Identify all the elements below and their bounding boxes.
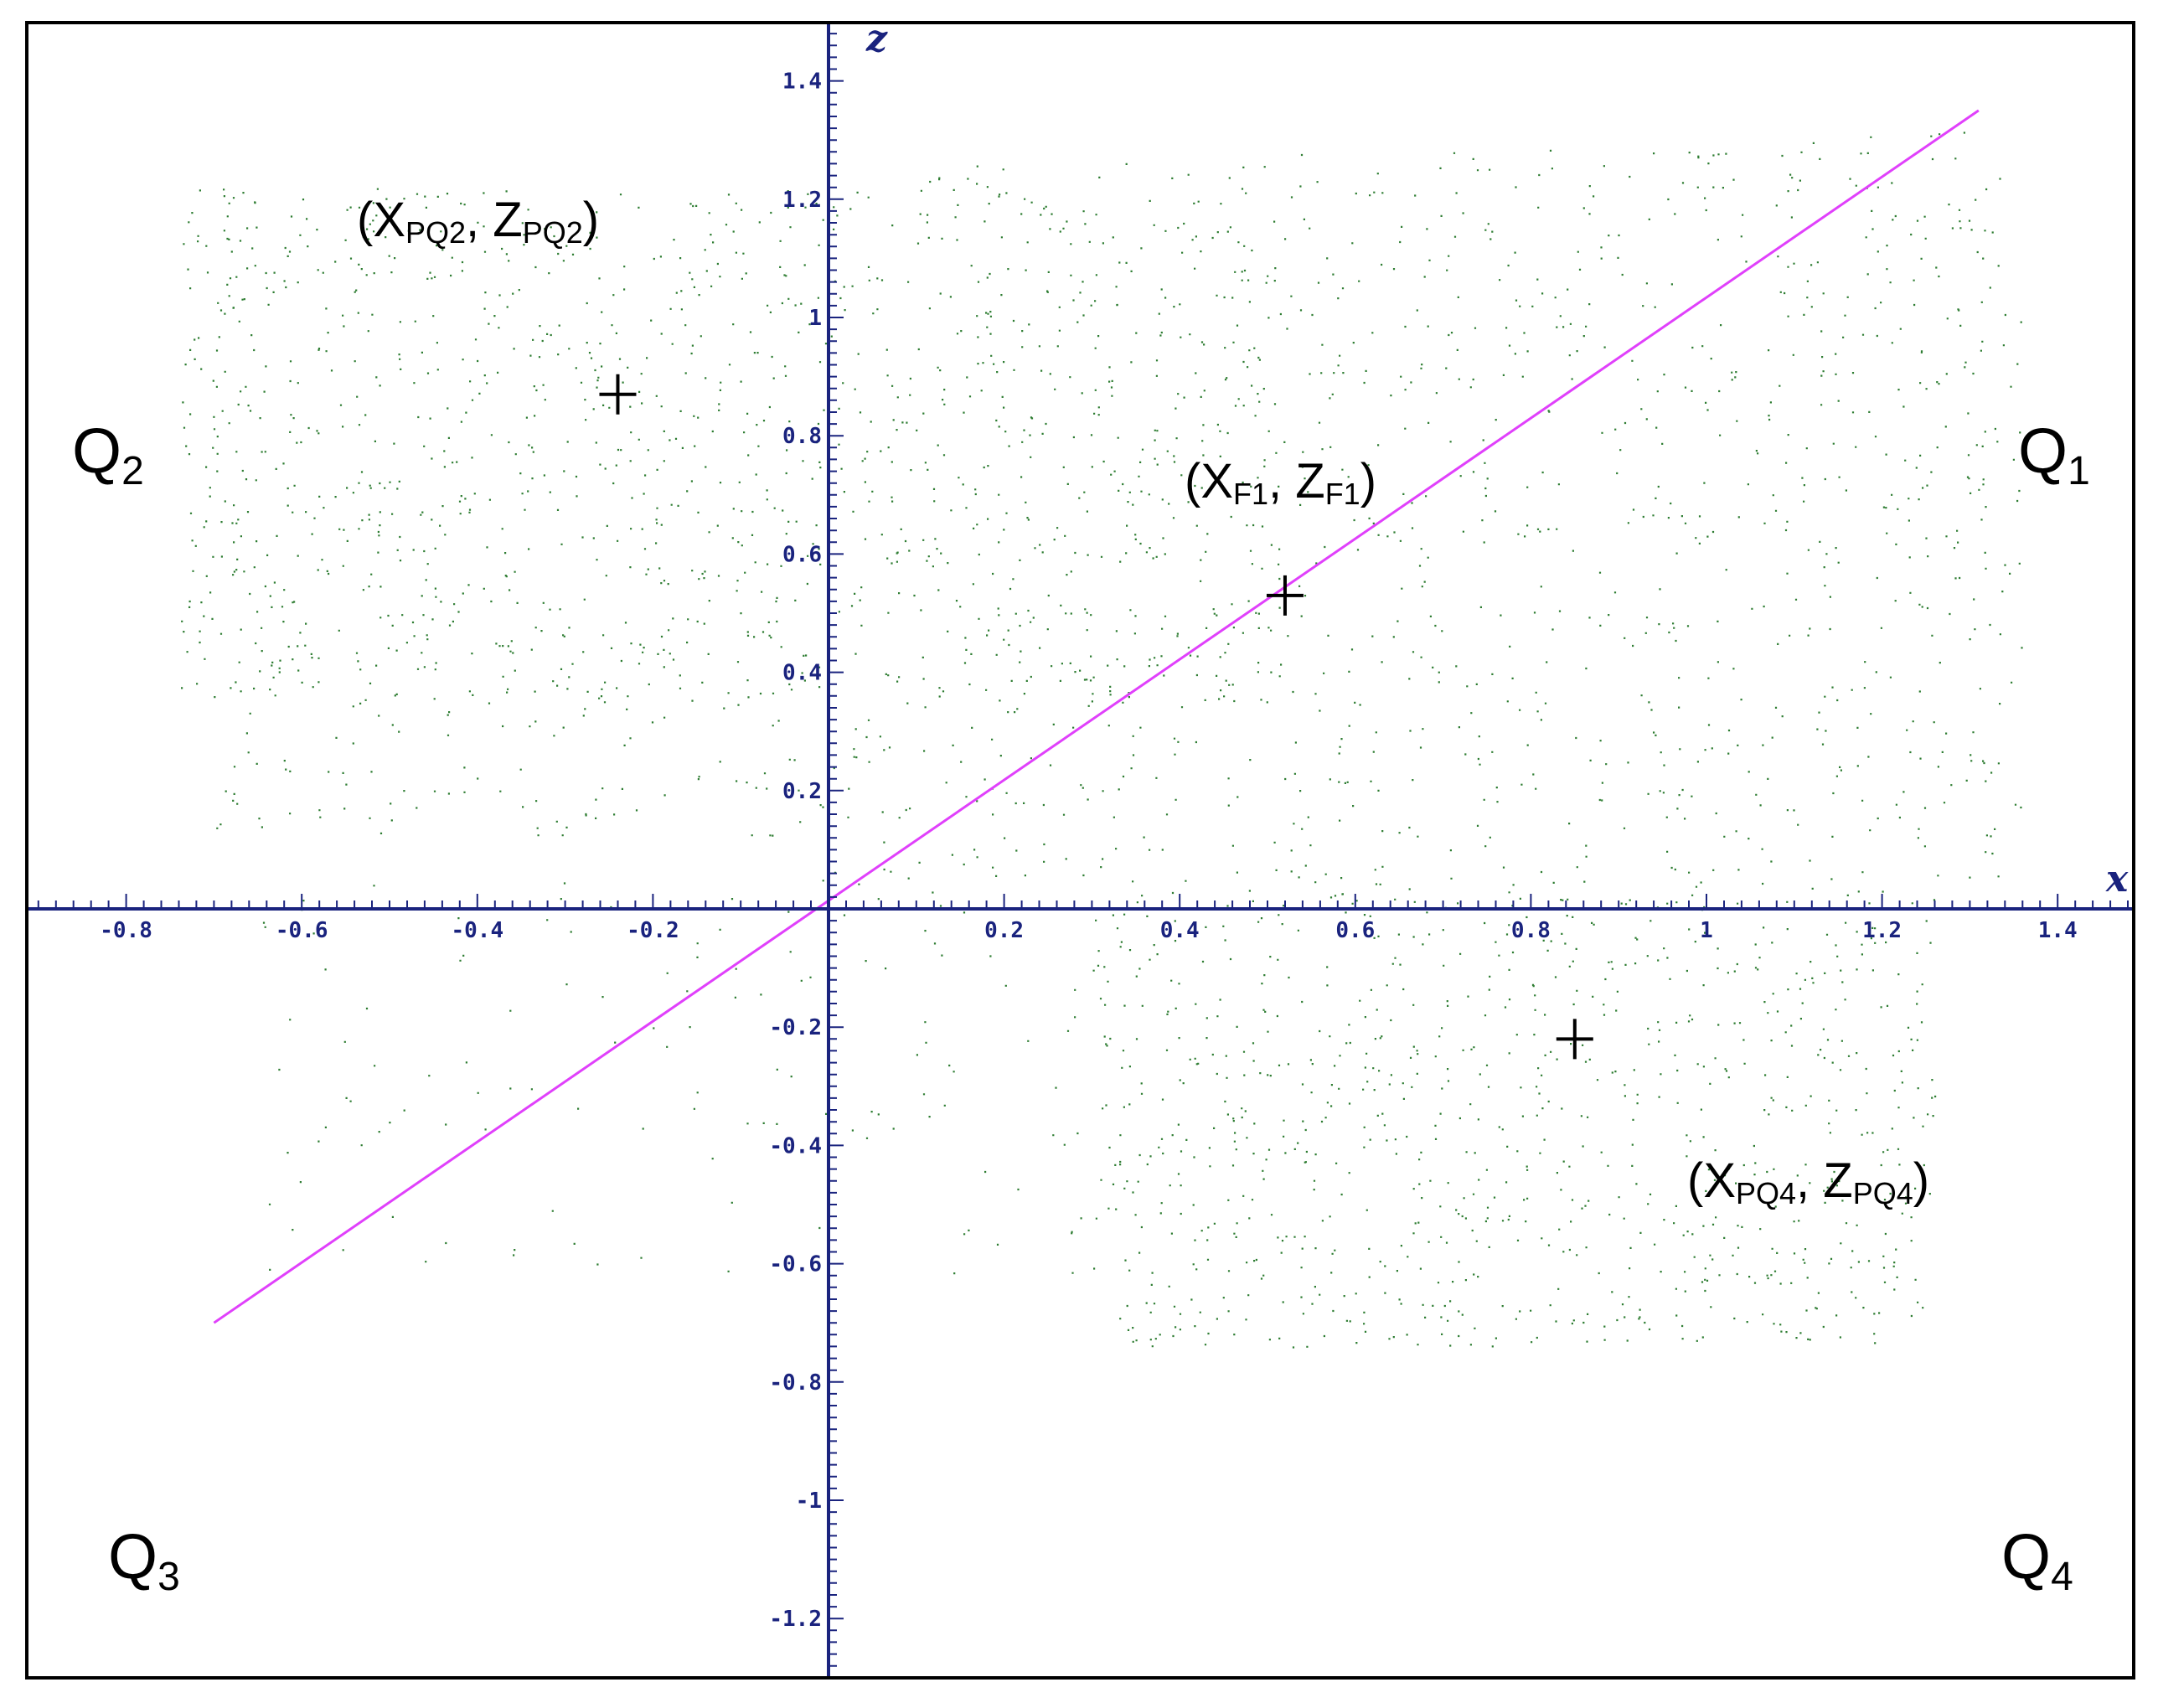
marker-f1 [1266, 575, 1304, 616]
x-tick-label: -0.8 [100, 918, 152, 943]
z-axis-label: z [865, 24, 888, 60]
z-tick-label: 1.2 [782, 188, 822, 213]
x-tick-label: 0.8 [1511, 918, 1551, 943]
quadrant-label-q2: Q2 [72, 415, 144, 493]
x-tick-label: 1 [1700, 918, 1713, 943]
x-tick-label: 0.4 [1160, 918, 1200, 943]
z-tick-label: -0.2 [769, 1015, 822, 1040]
z-tick-label: 0.2 [782, 779, 822, 804]
axes: -0.8 -0.6 -0.4 -0.2 0.2 0.4 0.6 0.8 1 1.2 1.4 1.4 1.… [28, 24, 2132, 1676]
z-tick-label: -1 [796, 1489, 822, 1514]
plot-frame: -0.8 -0.6 -0.4 -0.2 0.2 0.4 0.6 0.8 1 1.2 1.4 1.4 1.… [25, 21, 2135, 1680]
z-tick-label: -0.6 [769, 1252, 822, 1277]
annotation-f1: (XF1, ZF1) [1185, 454, 1376, 511]
z-tick-label: -0.4 [769, 1133, 822, 1158]
annotation-pq4: (XPQ4, ZPQ4) [1687, 1153, 1929, 1210]
scatter-plot: -0.8 -0.6 -0.4 -0.2 0.2 0.4 0.6 0.8 1 1.2 1.4 1.4 1.… [28, 24, 2132, 1676]
markers [599, 374, 1593, 1060]
z-tick-label: 1.4 [782, 70, 822, 95]
z-tick-label: 1 [808, 306, 822, 331]
quadrant-label-q3: Q3 [108, 1521, 180, 1599]
z-tick-label: 0.8 [782, 424, 822, 449]
x-tick-label: 0.2 [984, 918, 1024, 943]
marker-pq2 [599, 374, 637, 415]
quadrant-label-q1: Q1 [2018, 415, 2090, 493]
x-tick-label: -0.4 [451, 918, 503, 943]
axis-minor-ticks [37, 33, 2129, 1667]
diagonal-line [213, 109, 1980, 1324]
quadrant-label-q4: Q4 [2001, 1521, 2073, 1599]
marker-pq4 [1556, 1019, 1593, 1060]
x-tick-label: 0.6 [1335, 918, 1375, 943]
z-tick-label: 0.6 [782, 542, 822, 567]
scatter-points [181, 132, 2023, 1349]
x-tick-label: -0.6 [276, 918, 328, 943]
z-tick-label: -1.2 [769, 1607, 822, 1632]
z-tick-label: 0.4 [782, 661, 822, 686]
x-tick-label: 1.2 [1862, 918, 1902, 943]
x-axis-label: x [2105, 858, 2129, 900]
annotation-pq2: (XPQ2, ZPQ2) [357, 193, 599, 250]
scatter-point-cloud [181, 132, 2023, 1349]
z-tick-label: -0.8 [769, 1370, 822, 1396]
x-tick-label: 1.4 [2038, 918, 2078, 943]
x-tick-label: -0.2 [627, 918, 679, 943]
